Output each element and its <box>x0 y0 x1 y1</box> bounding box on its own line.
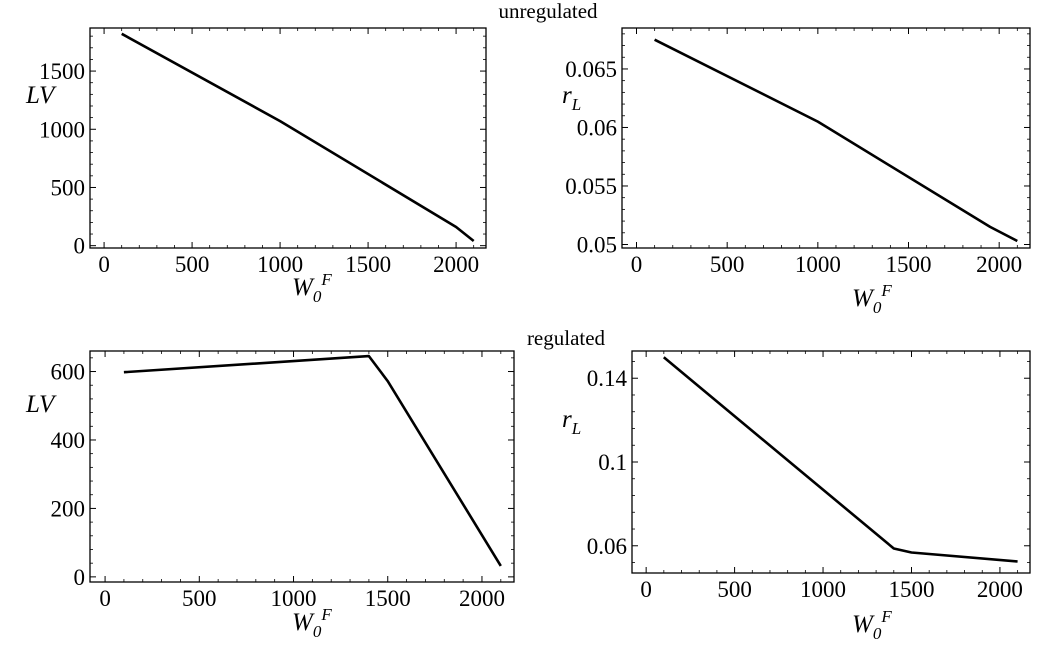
x-tick-label: 0 <box>98 252 110 277</box>
x-tick-label: 500 <box>710 252 745 277</box>
series-line <box>654 38 1018 243</box>
x-axis-label: W0F <box>292 605 332 641</box>
x-tick-label: 1000 <box>257 252 303 277</box>
x-tick-label: 1500 <box>345 252 391 277</box>
series-line <box>121 32 475 243</box>
y-axis-label: LV <box>25 391 57 418</box>
y-axis-label: rL <box>562 406 581 438</box>
x-tick-label: 1000 <box>271 586 317 611</box>
x-tick-label: 2000 <box>459 586 505 611</box>
series-line <box>662 356 1018 563</box>
plot-frame <box>89 350 515 583</box>
y-axis-label: LV <box>25 82 57 109</box>
y-tick-label: 0.065 <box>565 57 617 82</box>
plot-frame <box>89 27 487 249</box>
section-title-unregulated: unregulated <box>498 0 598 23</box>
x-tick-label: 500 <box>717 577 752 602</box>
x-tick-label: 0 <box>640 577 652 602</box>
section-title-regulated: regulated <box>527 326 606 350</box>
x-tick-label: 1500 <box>886 252 932 277</box>
series-line <box>123 354 502 567</box>
y-tick-label: 0.1 <box>598 450 627 475</box>
y-tick-label: 500 <box>51 175 86 200</box>
x-axis-label: W0F <box>852 281 892 317</box>
x-tick-label: 2000 <box>433 252 479 277</box>
chart-panel-3: 0 500 1000 1500 2000 0 200 400 600 LV W0F <box>25 350 515 641</box>
y-tick-label: 0 <box>74 565 86 590</box>
y-tick-label: 0.14 <box>587 366 628 391</box>
y-tick-label: 0.06 <box>587 534 627 559</box>
x-tick-label: 0 <box>99 586 111 611</box>
y-tick-label: 0.05 <box>577 232 617 257</box>
x-axis-label: W0F <box>292 270 332 306</box>
x-tick-label: 1000 <box>800 577 846 602</box>
x-tick-label: 1500 <box>365 586 411 611</box>
x-tick-label: 2000 <box>977 577 1023 602</box>
y-tick-label: 600 <box>51 360 86 385</box>
x-axis-label: W0F <box>852 607 892 643</box>
plot-frame <box>631 350 1031 574</box>
y-tick-label: 0.055 <box>565 174 617 199</box>
y-tick-label: 400 <box>51 428 86 453</box>
plot-frame <box>621 27 1031 249</box>
y-tick-label: 0 <box>74 234 86 259</box>
x-tick-label: 1000 <box>795 252 841 277</box>
y-tick-label: 200 <box>51 496 86 521</box>
x-tick-label: 500 <box>182 586 217 611</box>
x-tick-label: 500 <box>175 252 210 277</box>
y-tick-label: 0.06 <box>577 115 617 140</box>
y-tick-label: 1000 <box>39 117 85 142</box>
y-tick-label: 1500 <box>39 59 85 84</box>
y-axis-label: rL <box>562 82 581 114</box>
x-tick-label: 0 <box>631 252 643 277</box>
x-tick-label: 1500 <box>888 577 934 602</box>
x-tick-label: 2000 <box>976 252 1022 277</box>
